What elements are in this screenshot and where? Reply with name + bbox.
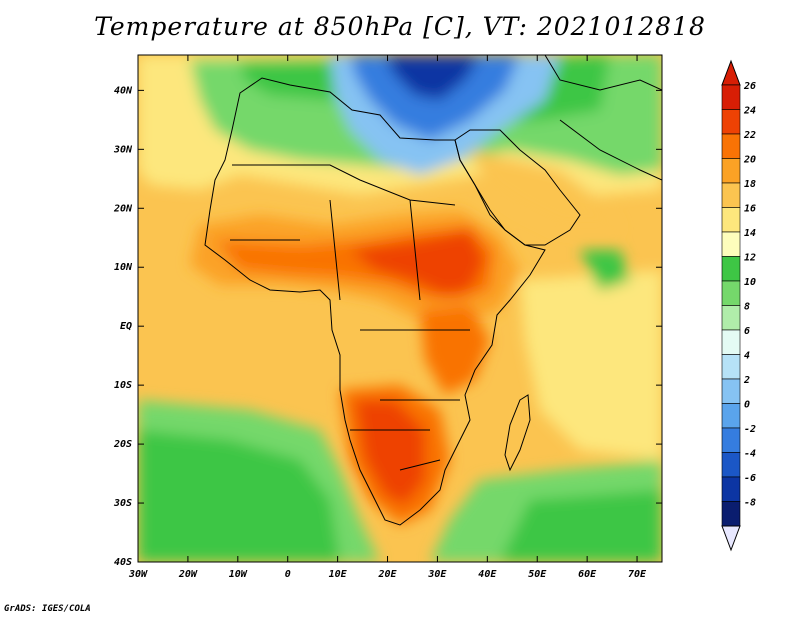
colorbar-swatch xyxy=(721,354,741,380)
lat-tick-label: 30N xyxy=(113,144,133,155)
lon-tick-label: 30W xyxy=(128,569,148,580)
map-title: Temperature at 850hPa [C], VT: 202101281… xyxy=(94,12,706,41)
lat-tick-label: 30S xyxy=(113,498,132,509)
lon-tick-label: 50E xyxy=(528,569,547,580)
colorbar-swatch xyxy=(721,501,741,527)
colorbar-swatch xyxy=(721,305,741,331)
colorbar-top-arrow xyxy=(721,59,741,86)
colorbar-label: 4 xyxy=(744,351,750,362)
temperature-field xyxy=(138,55,662,562)
colorbar-label: 16 xyxy=(744,204,756,215)
colorbar-label: 0 xyxy=(744,400,750,411)
lon-tick-label: 0 xyxy=(285,569,291,580)
lon-tick-label: 10W xyxy=(229,569,248,580)
coastlines xyxy=(204,55,662,526)
colorbar-swatch xyxy=(721,109,741,135)
lat-tick-label: 10N xyxy=(114,262,133,273)
colorbar-bottom-arrow xyxy=(721,525,741,552)
lon-tick-label: 40E xyxy=(478,569,497,580)
colorbar-swatch xyxy=(721,403,741,429)
lon-tick-label: 10E xyxy=(329,569,348,580)
colorbar-label: 14 xyxy=(744,228,756,239)
colorbar-swatch xyxy=(721,452,741,478)
lat-tick-label: 10S xyxy=(114,380,132,391)
colorbar-label: 24 xyxy=(743,106,756,117)
colorbar-swatch xyxy=(721,329,741,355)
colorbar-swatch xyxy=(721,207,741,233)
colorbar-swatch xyxy=(721,378,741,404)
colorbar-swatch xyxy=(721,84,741,110)
longitude-axis: 30W 20W 10W 0 10E 20E 30E 40E 50E 60E 70E xyxy=(128,55,647,580)
lon-tick-label: 60E xyxy=(578,569,597,580)
colorbar-swatch xyxy=(721,133,741,159)
colorbar-label: -2 xyxy=(744,424,756,435)
plot-frame xyxy=(137,54,663,563)
lon-tick-label: 20W xyxy=(178,569,198,580)
colorbar-label: 8 xyxy=(744,302,750,313)
latitude-axis: 40N 30N 20N 10N EQ 10S 20S 30S 40S xyxy=(113,85,662,568)
colorbar-label: -4 xyxy=(744,449,756,460)
colorbar-label: 10 xyxy=(744,277,756,288)
colorbar-swatch xyxy=(721,476,741,502)
colorbar-swatch xyxy=(721,231,741,257)
credit-label: GrADS: IGES/COLA xyxy=(4,604,91,614)
colorbar-label: -6 xyxy=(744,473,756,484)
lat-tick-label: EQ xyxy=(120,321,132,332)
colorbar-label: 22 xyxy=(743,130,756,141)
colorbar-label: 20 xyxy=(743,155,756,166)
lon-tick-label: 30E xyxy=(427,569,447,580)
lat-tick-label: 20S xyxy=(113,439,132,450)
colorbar-label: 18 xyxy=(744,179,756,190)
colorbar-swatch xyxy=(721,280,741,306)
lat-tick-label: 40N xyxy=(114,85,133,96)
lon-tick-label: 70E xyxy=(628,569,647,580)
lat-tick-label: 40S xyxy=(114,557,132,568)
colorbar-swatch xyxy=(721,427,741,453)
colorbar-swatch xyxy=(721,256,741,282)
colorbar-label: 2 xyxy=(743,375,750,386)
colorbar-swatch xyxy=(721,158,741,184)
colorbar-label: -8 xyxy=(744,498,756,509)
lon-tick-label: 20E xyxy=(377,569,397,580)
colorbar-label: 26 xyxy=(743,81,756,92)
lat-tick-label: 20N xyxy=(113,203,133,214)
colorbar-label: 6 xyxy=(744,326,750,337)
colorbar-swatch xyxy=(721,182,741,208)
colorbar-label: 12 xyxy=(744,253,756,264)
